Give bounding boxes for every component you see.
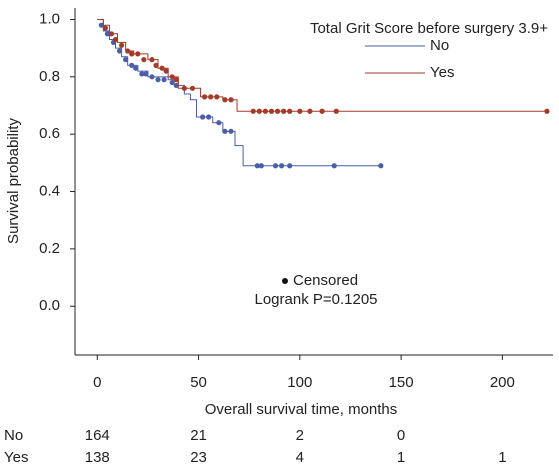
- censor-point: [149, 74, 155, 80]
- censor-point: [200, 114, 206, 120]
- censor-point: [159, 65, 165, 71]
- censor-point: [125, 48, 131, 54]
- censor-point: [378, 163, 384, 169]
- censor-point: [222, 97, 228, 103]
- censor-point: [163, 68, 169, 74]
- censor-point: [149, 57, 155, 63]
- y-tick-label: 0.6: [39, 125, 60, 142]
- censor-point: [287, 163, 293, 169]
- censor-point: [173, 82, 179, 89]
- risk-row-label: Yes: [4, 449, 28, 466]
- risk-count: 4: [296, 449, 304, 466]
- x-tick-label: 200: [490, 374, 515, 391]
- censor-point: [278, 163, 285, 169]
- annotation: Logrank P=0.1205: [254, 291, 377, 308]
- censor-point: [287, 108, 293, 114]
- censor-point: [169, 74, 175, 80]
- censor-point: [274, 108, 281, 114]
- legend-label: No: [430, 37, 449, 54]
- censor-point: [123, 57, 129, 63]
- x-tick-label: 150: [389, 374, 414, 391]
- censor-point: [297, 108, 303, 114]
- censor-point: [133, 65, 139, 71]
- censor-point: [250, 108, 256, 114]
- risk-count: 2: [296, 427, 304, 444]
- censor-point: [135, 51, 141, 57]
- risk-row-label: No: [4, 427, 23, 444]
- censor-point: [181, 85, 187, 91]
- censor-point: [272, 163, 279, 169]
- survival-curve: [97, 18, 381, 167]
- y-axis-label: Survival probability: [5, 118, 22, 244]
- censor-point: [307, 108, 313, 114]
- censor-point: [189, 85, 196, 91]
- censor-label: Censored: [293, 272, 358, 289]
- y-tick-label: 0.4: [39, 183, 60, 200]
- censor-point: [161, 77, 167, 83]
- censor-point: [118, 42, 125, 48]
- censor-point: [141, 57, 147, 63]
- censor-point: [228, 128, 234, 134]
- censor-point: [155, 77, 161, 83]
- censor-point: [319, 108, 325, 114]
- risk-count: 23: [190, 449, 207, 466]
- legend-title: Total Grit Score before surgery 3.9+: [310, 20, 548, 37]
- censor-point: [139, 71, 145, 77]
- risk-count: 1: [397, 449, 405, 466]
- y-tick-label: 0.0: [39, 297, 60, 314]
- censor-point: [222, 128, 228, 134]
- censor-point: [216, 120, 222, 126]
- risk-count: 21: [190, 427, 207, 444]
- censor-point: [108, 31, 115, 37]
- censor-point: [153, 62, 159, 68]
- x-axis-label: Overall survival time, months: [205, 401, 398, 418]
- x-tick-label: 100: [287, 374, 312, 391]
- censor-point: [102, 25, 108, 31]
- censor-point: [208, 94, 214, 100]
- censor-point: [258, 163, 264, 169]
- censor-point: [281, 108, 287, 114]
- censor-point: [169, 79, 175, 86]
- censor-point: [254, 163, 260, 169]
- censor-point: [116, 48, 123, 54]
- censor-point: [206, 114, 212, 120]
- censor-point: [112, 36, 119, 43]
- censor-point: [214, 94, 220, 100]
- censor-point: [262, 108, 268, 114]
- censor-point: [256, 108, 262, 114]
- y-tick-label: 0.8: [39, 68, 60, 85]
- censor-symbol: [282, 278, 288, 284]
- censor-point: [104, 31, 111, 37]
- censor-point: [129, 51, 135, 57]
- x-tick-label: 0: [93, 374, 101, 391]
- censor-point: [544, 108, 550, 114]
- censor-point: [333, 108, 339, 114]
- risk-count: 138: [85, 449, 110, 466]
- censor-point: [228, 97, 234, 103]
- censor-point: [98, 22, 104, 28]
- y-tick-label: 0.2: [39, 240, 60, 257]
- censor-point: [202, 94, 208, 100]
- censor-point: [331, 163, 337, 169]
- censor-point: [268, 108, 275, 114]
- y-tick-label: 1.0: [39, 10, 60, 27]
- risk-count: 164: [85, 427, 110, 444]
- censor-point: [129, 62, 135, 68]
- risk-count: 1: [498, 449, 506, 466]
- censor-point: [173, 77, 179, 83]
- legend-label: Yes: [430, 64, 454, 81]
- risk-count: 0: [397, 427, 405, 444]
- x-tick-label: 50: [190, 374, 207, 391]
- censor-point: [143, 71, 149, 77]
